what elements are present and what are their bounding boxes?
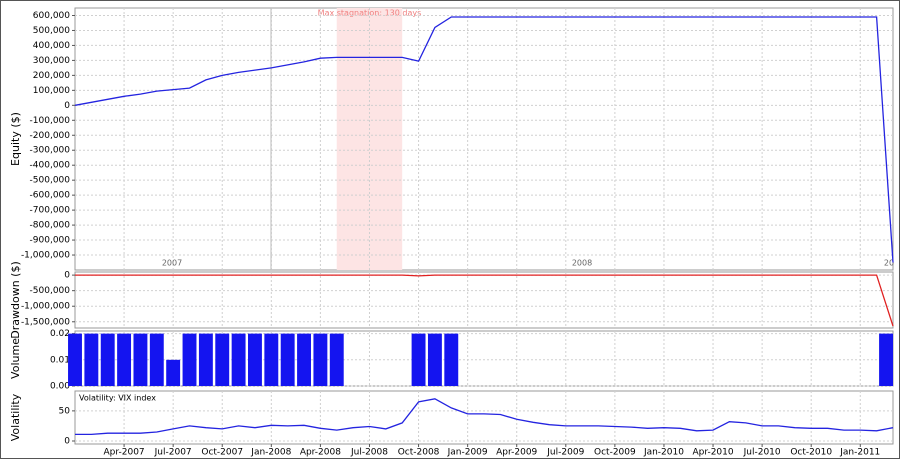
volume-bar <box>68 333 82 386</box>
plot-area <box>74 390 894 445</box>
y-tick-label: -600,000 <box>30 191 71 201</box>
y-axis-title: Volatility <box>9 393 22 441</box>
volume-bar <box>313 333 328 386</box>
stagnation-band <box>336 8 403 270</box>
y-axis-title: Equity ($) <box>9 112 22 166</box>
legend-label: Volatility: VIX index <box>79 394 156 403</box>
y-tick-label: 0.00 <box>50 382 70 392</box>
y-tick-label: -700,000 <box>30 206 71 216</box>
volume-bar <box>879 333 893 386</box>
x-tick-label: Jul-2009 <box>546 448 584 458</box>
y-tick-label: -400,000 <box>30 161 71 171</box>
y-tick-label: 0 <box>64 101 70 111</box>
top-axis-label: 20 <box>884 259 894 268</box>
x-tick-label: Jan-2011 <box>839 448 880 458</box>
series-line <box>74 16 894 263</box>
volume-bar <box>411 333 426 386</box>
y-tick-label: 600,000 <box>33 11 70 21</box>
volume-bar <box>100 333 115 386</box>
x-tick-label: Jan-2009 <box>447 448 488 458</box>
y-tick-label: 0.01 <box>50 355 70 365</box>
x-tick-label: Apr-2010 <box>692 448 733 458</box>
volume-bar <box>329 333 344 386</box>
x-tick-label: Jul-2007 <box>154 448 192 458</box>
x-tick-label: Oct-2010 <box>790 448 832 458</box>
x-tick-label: Jan-2010 <box>643 448 684 458</box>
top-axis-label: 2008 <box>572 259 592 268</box>
series-line <box>75 274 894 327</box>
y-tick-label: -1,000,000 <box>21 251 70 261</box>
y-tick-label: 0 <box>64 271 70 281</box>
y-tick-label: 50 <box>59 406 71 416</box>
volume-bar <box>231 333 246 386</box>
volume-bar <box>280 333 295 386</box>
plot-area <box>74 7 894 271</box>
volume-bar <box>198 333 213 386</box>
volume-bar <box>427 333 442 386</box>
y-axis-title: Drawdown ($) <box>9 261 22 339</box>
series-line <box>75 398 894 436</box>
x-tick-label: Oct-2009 <box>594 448 636 458</box>
y-tick-label: 400,000 <box>33 41 70 51</box>
y-tick-label: -1,000,000 <box>21 302 70 312</box>
plot-area <box>74 330 894 387</box>
x-tick-label: Oct-2008 <box>398 448 440 458</box>
y-tick-label: 500,000 <box>33 26 70 36</box>
y-axis-title: Volume <box>9 338 22 379</box>
volume-bar <box>182 333 197 386</box>
x-tick-label: Apr-2009 <box>496 448 537 458</box>
volume-bar <box>166 359 181 386</box>
x-tick-label: Jul-2010 <box>743 448 781 458</box>
y-tick-label: 300,000 <box>33 56 70 66</box>
y-tick-label: -100,000 <box>30 116 71 126</box>
y-tick-label: 200,000 <box>33 71 70 81</box>
x-tick-label: Jan-2008 <box>250 448 291 458</box>
y-tick-label: -1,500,000 <box>21 317 70 327</box>
y-tick-label: 0.02 <box>50 329 70 339</box>
x-tick-label: Apr-2007 <box>104 448 145 458</box>
volume-bar <box>215 333 230 386</box>
volume-bar <box>297 333 311 386</box>
y-tick-label: -300,000 <box>30 146 71 156</box>
y-tick-label: 0 <box>64 436 70 446</box>
volume-bar <box>248 333 262 386</box>
volume-bar <box>117 333 132 386</box>
y-tick-label: -200,000 <box>30 131 71 141</box>
y-tick-label: -800,000 <box>30 221 71 231</box>
top-axis-label: 2007 <box>162 259 182 268</box>
y-tick-label: -500,000 <box>30 286 71 296</box>
y-tick-label: -900,000 <box>30 236 71 246</box>
x-tick-label: Apr-2008 <box>300 448 341 458</box>
x-tick-label: Oct-2007 <box>201 448 243 458</box>
volume-bar <box>444 333 459 386</box>
volume-bar <box>133 333 148 386</box>
volume-bar <box>264 333 279 386</box>
y-tick-label: -500,000 <box>30 176 71 186</box>
x-tick-label: Jul-2008 <box>350 448 388 458</box>
plot-area <box>74 271 894 329</box>
volume-bar <box>84 333 99 386</box>
y-tick-label: 100,000 <box>33 86 70 96</box>
volume-bar <box>149 333 164 386</box>
